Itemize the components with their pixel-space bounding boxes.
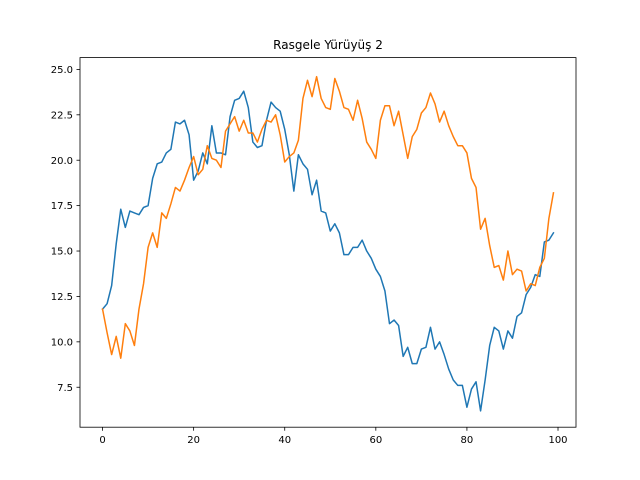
y-tick-label: 12.5 — [51, 292, 73, 303]
y-tick-label: 22.5 — [51, 110, 73, 121]
y-tick-label: 20.0 — [51, 156, 73, 167]
plot-area — [80, 57, 576, 428]
x-tick-label: 60 — [369, 435, 382, 446]
y-axis: 7.5 10.0 12.5 15.0 17.5 20.0 22.5 25.0 — [51, 65, 80, 394]
series-line-1 — [101, 90, 555, 412]
series-line-2 — [101, 75, 555, 359]
x-axis: 0 20 40 60 80 100 — [99, 427, 568, 446]
y-tick-label: 17.5 — [51, 201, 73, 212]
chart-title: Rasgele Yürüyüş 2 — [273, 38, 383, 52]
y-tick-label: 7.5 — [57, 383, 73, 394]
x-tick-label: 20 — [187, 435, 200, 446]
x-tick-label: 0 — [99, 435, 105, 446]
x-tick-label: 80 — [461, 435, 474, 446]
x-tick-label: 100 — [548, 435, 567, 446]
plot-frame — [79, 57, 577, 428]
y-tick-label: 10.0 — [51, 337, 73, 348]
series-layer — [101, 75, 555, 412]
y-tick-label: 15.0 — [51, 247, 73, 258]
x-tick-label: 40 — [278, 435, 291, 446]
y-tick-label: 25.0 — [51, 65, 73, 76]
